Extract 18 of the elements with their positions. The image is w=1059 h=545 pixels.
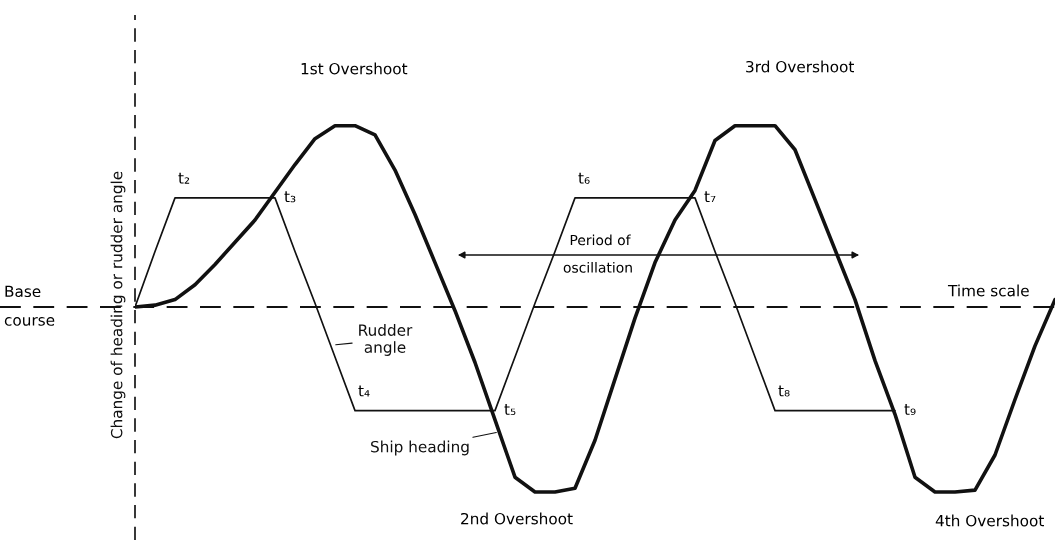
annotation: t₅: [504, 404, 516, 415]
text: Ship heading: [371, 440, 469, 456]
text: 4th Overshoot: [935, 514, 1044, 527]
text: 2nd Overshoot: [461, 512, 573, 525]
text: Base course: [4, 285, 55, 326]
annotation: t₂: [178, 172, 190, 184]
annotation: t₇: [704, 191, 716, 203]
text: 3rd Overshoot: [746, 60, 854, 73]
text: 1st Overshoot: [301, 62, 408, 75]
annotation: t₈: [778, 385, 790, 397]
annotation: t₆: [578, 172, 590, 184]
annotation: t₃: [284, 191, 296, 203]
annotation: t₉: [904, 404, 916, 415]
y-axis-title: Change of heading or rudder angle: [110, 171, 126, 439]
text: Period of oscillation: [563, 234, 632, 273]
annotation: t₄: [358, 385, 370, 397]
annotation: Time scale: [947, 284, 1029, 297]
legend-label: Rudder angle: [359, 324, 413, 356]
